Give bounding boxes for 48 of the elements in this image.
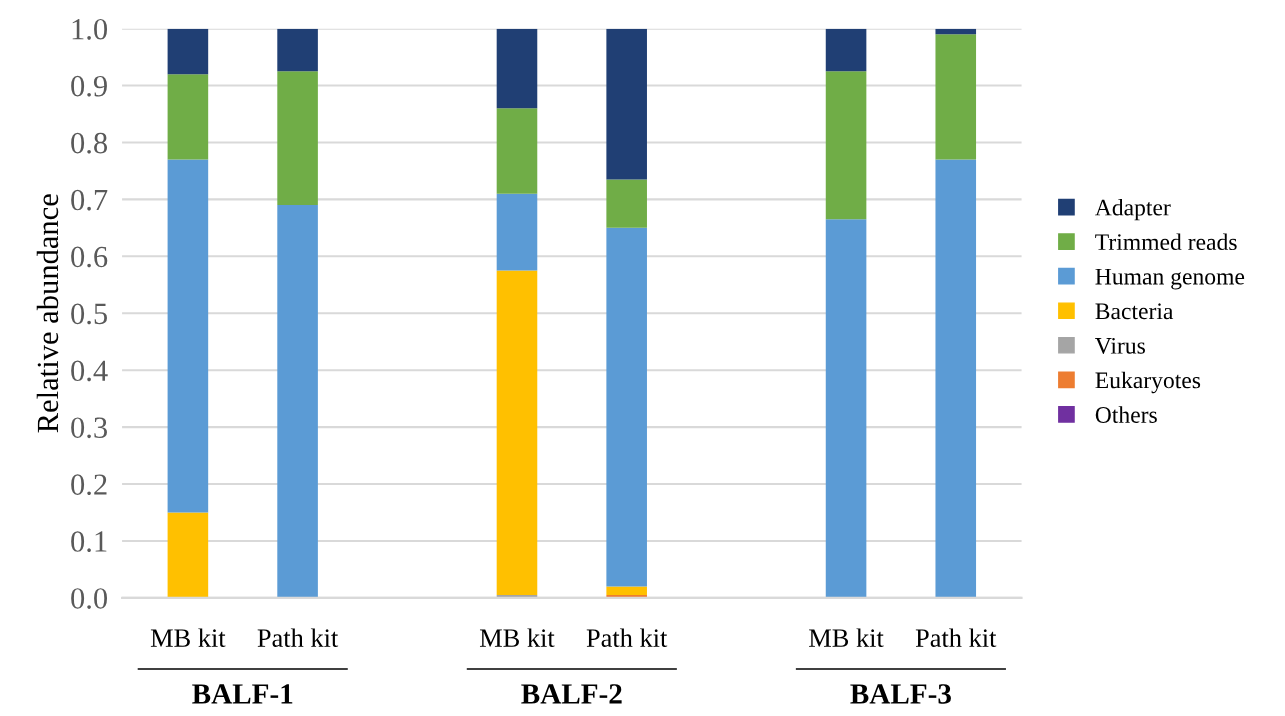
text: BALF-1: [192, 684, 293, 704]
x-tick-label: MB kit: [150, 628, 226, 647]
text: BALF-3: [850, 684, 951, 704]
legend-label: Bacteria: [1095, 303, 1174, 320]
x-tick-label: MB kit: [809, 628, 884, 647]
legend-label: Others: [1095, 406, 1157, 423]
y-tick-label: 0.7: [71, 189, 108, 211]
legend-label: Adapter: [1095, 198, 1171, 221]
bar: [167, 74, 209, 160]
y-tick-label: 1.0: [72, 18, 108, 40]
legend-label: Virus: [1095, 337, 1145, 354]
bar: [277, 71, 318, 206]
y-tick-label: 0.8: [71, 132, 108, 154]
y-tick-label: 0.6: [71, 246, 108, 268]
bar: [496, 108, 538, 194]
x-tick-label: Path kit: [257, 628, 339, 647]
y-tick-label: 0.4: [71, 360, 108, 382]
x-tick-label: Path kit: [915, 628, 997, 647]
bar: [277, 28, 318, 72]
bar: [606, 227, 647, 587]
bar: [167, 512, 209, 598]
y-tick-label: 0.2: [71, 474, 107, 496]
legend-label: Human genome: [1095, 268, 1245, 290]
y-tick-label: 0.1: [71, 531, 107, 552]
y-tick-label: 0.5: [71, 303, 107, 325]
bar: [167, 28, 209, 75]
y-tick-label: 0.0: [71, 588, 108, 609]
bar: [935, 159, 977, 598]
y-tick-label: 0.3: [71, 417, 107, 439]
bar: [167, 159, 209, 513]
bar: [825, 71, 867, 220]
bar: [496, 270, 538, 596]
x-tick-label: MB kit: [479, 628, 555, 647]
bar: [825, 219, 867, 598]
bar: [496, 193, 538, 271]
y-axis-title: Relative abundance: [36, 194, 59, 433]
legend-label: Eukaryotes: [1095, 371, 1201, 394]
bar: [825, 28, 867, 72]
bar: [606, 586, 647, 596]
text: BALF-2: [521, 684, 622, 704]
x-tick-label: Path kit: [586, 628, 668, 647]
bar: [606, 179, 647, 228]
legend-label: Trimmed reads: [1095, 233, 1237, 251]
y-tick-label: 0.9: [71, 75, 107, 97]
bar: [606, 28, 647, 180]
bar: [496, 28, 538, 109]
bar: [277, 205, 318, 598]
bar: [935, 34, 977, 160]
